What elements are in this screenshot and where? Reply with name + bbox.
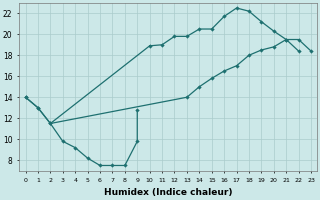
X-axis label: Humidex (Indice chaleur): Humidex (Indice chaleur): [104, 188, 233, 197]
